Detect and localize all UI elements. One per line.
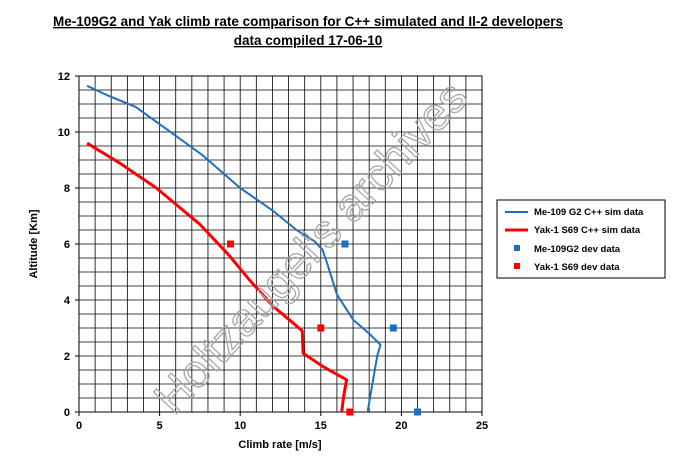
series-point-2 <box>341 240 349 248</box>
x-axis-ticks: 0 5 10 15 20 25 <box>76 412 488 432</box>
y-axis-ticks: 0 2 4 6 8 10 12 <box>58 71 79 419</box>
legend-label-yak-sim: Yak-1 S69 C++ sim data <box>534 225 641 236</box>
x-tick-label: 15 <box>315 420 327 432</box>
y-tick-label: 0 <box>64 407 70 419</box>
y-axis-label: Altitude [Km] <box>28 209 40 278</box>
y-tick-label: 6 <box>64 239 70 251</box>
legend-swatch-yak-dev <box>514 263 520 269</box>
series-point-3 <box>227 240 235 248</box>
legend-swatch-me109-dev <box>514 245 520 251</box>
legend-label-yak-dev: Yak-1 S69 dev data <box>534 262 620 273</box>
y-tick-label: 2 <box>64 351 70 363</box>
y-tick-label: 10 <box>58 127 70 139</box>
legend: Me-109 G2 C++ sim data Yak-1 S69 C++ sim… <box>496 199 666 279</box>
series-line-1 <box>86 141 349 413</box>
x-tick-label: 0 <box>76 420 82 432</box>
legend-label-me109-dev: Me-109G2 dev data <box>534 244 621 255</box>
chart-subtitle: data compiled 17-06-10 <box>234 33 383 48</box>
x-tick-label: 20 <box>395 420 407 432</box>
x-tick-label: 25 <box>476 420 488 432</box>
y-tick-label: 4 <box>64 295 71 307</box>
legend-label-me109-sim: Me-109 G2 C++ sim data <box>534 207 644 218</box>
y-tick-label: 8 <box>64 183 70 195</box>
series-point-3 <box>346 408 354 416</box>
series-point-2 <box>389 324 397 332</box>
x-axis-label: Climb rate [m/s] <box>238 439 321 451</box>
x-tick-label: 10 <box>234 420 246 432</box>
y-tick-label: 12 <box>58 71 70 83</box>
chart-title: Me-109G2 and Yak climb rate comparison f… <box>53 14 563 29</box>
series-point-3 <box>317 324 325 332</box>
x-tick-label: 5 <box>157 420 163 432</box>
series-layer <box>86 84 422 416</box>
series-point-2 <box>414 408 422 416</box>
series-line-0 <box>86 84 382 413</box>
